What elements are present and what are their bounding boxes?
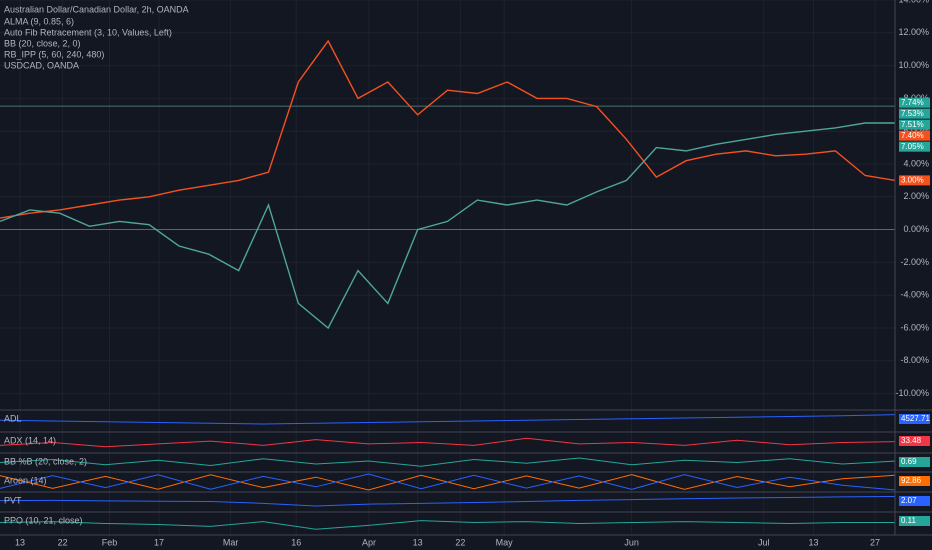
price-badge-label: 7.53% (901, 109, 924, 118)
price-badge-label: 7.51% (901, 120, 924, 129)
pane-badge-label: 2.07 (901, 496, 917, 505)
pane-badge (899, 496, 930, 506)
indicator-line (0, 414, 896, 425)
indicator-line (0, 437, 896, 448)
y-tick-label: -8.00% (900, 355, 929, 365)
y-tick-label: 4.00% (903, 158, 929, 168)
price-badge (899, 175, 930, 186)
indicator-label: USDCAD, OANDA (4, 60, 79, 70)
pane-label: ADX (14, 14) (4, 435, 56, 445)
x-tick-label: 22 (455, 537, 465, 547)
price-badge (899, 119, 930, 130)
pane-badge (899, 457, 930, 467)
price-badge-label: 3.00% (901, 176, 924, 185)
y-tick-label: -6.00% (900, 322, 929, 332)
pane-label: BB %B (20, close, 2) (4, 456, 87, 466)
pane-badge-label: 0.11 (901, 516, 917, 525)
chart-title: Australian Dollar/Canadian Dollar, 2h, O… (4, 4, 189, 14)
y-tick-label: -4.00% (900, 290, 929, 300)
indicator-line (0, 520, 896, 530)
x-tick-label: 13 (413, 537, 423, 547)
y-tick-label: 14.00% (898, 0, 929, 4)
indicator-line (0, 473, 896, 491)
x-tick-label: Mar (223, 537, 239, 547)
pane-badge (899, 436, 930, 446)
y-tick-label: 10.00% (898, 60, 929, 70)
x-tick-label: 22 (58, 537, 68, 547)
pane-badge-label: 92.86 (901, 476, 922, 485)
pane-badge-label: 0.69 (901, 457, 917, 466)
price-badge-label: 7.05% (901, 142, 924, 151)
pane-badge-label: 4527.71 (901, 414, 930, 423)
indicator-label: BB (20, close, 2, 0) (4, 38, 81, 48)
pane-label: Aroon (14) (4, 475, 47, 485)
indicator-label: RB_IPP (5, 60, 240, 480) (4, 49, 104, 59)
price-badge (899, 97, 930, 108)
price-badge (899, 108, 930, 119)
x-tick-label: 13 (809, 537, 819, 547)
y-tick-label: -2.00% (900, 257, 929, 267)
y-tick-label: 0.00% (903, 224, 929, 234)
x-tick-label: Feb (102, 537, 118, 547)
indicator-label: ALMA (9, 0.85, 6) (4, 16, 74, 26)
indicator-line (0, 457, 896, 467)
pane-label: ADL (4, 413, 22, 423)
pane-badge (899, 516, 930, 526)
y-tick-label: 2.00% (903, 191, 929, 201)
pane-badge (899, 476, 930, 486)
price-badge (899, 141, 930, 152)
pane-label: PVT (4, 495, 22, 505)
pane-badge (899, 414, 930, 424)
x-tick-label: 17 (154, 537, 164, 547)
series-line (0, 122, 895, 330)
pane-badge-label: 33.48 (901, 436, 922, 445)
y-tick-label: 12.00% (898, 27, 929, 37)
x-tick-label: 16 (291, 537, 301, 547)
x-tick-label: Apr (362, 537, 376, 547)
pane-label: PPO (10, 21, close) (4, 515, 83, 525)
indicator-line (0, 495, 896, 507)
indicator-label: Auto Fib Retracement (3, 10, Values, Lef… (4, 27, 172, 37)
x-tick-label: 27 (870, 537, 880, 547)
y-tick-label: -10.00% (895, 388, 929, 398)
x-tick-label: Jul (758, 537, 770, 547)
price-badge-label: 7.40% (901, 131, 924, 140)
x-tick-label: Jun (624, 537, 639, 547)
price-badge-label: 7.74% (901, 98, 924, 107)
y-tick-label: 6.00% (903, 126, 929, 136)
x-tick-label: 13 (15, 537, 25, 547)
series-line (0, 39, 896, 219)
price-badge (899, 130, 930, 141)
x-tick-label: May (496, 537, 514, 547)
